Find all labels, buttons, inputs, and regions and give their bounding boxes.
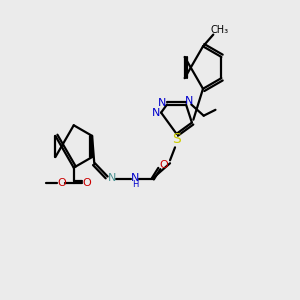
Text: H: H bbox=[132, 180, 138, 189]
Text: N: N bbox=[158, 98, 166, 108]
Text: N: N bbox=[185, 96, 194, 106]
Text: N: N bbox=[131, 173, 139, 183]
Text: S: S bbox=[172, 132, 181, 146]
Text: O: O bbox=[159, 160, 168, 170]
Text: N: N bbox=[152, 108, 160, 118]
Text: N: N bbox=[108, 173, 116, 183]
Text: O: O bbox=[57, 178, 66, 188]
Text: O: O bbox=[82, 178, 91, 188]
Text: CH₃: CH₃ bbox=[210, 25, 228, 35]
